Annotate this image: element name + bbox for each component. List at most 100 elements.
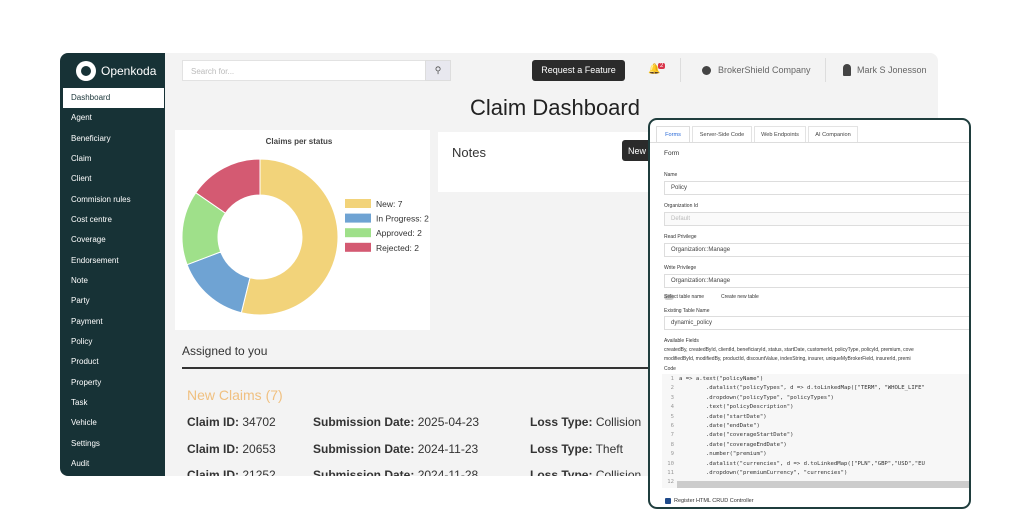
field-label: Code <box>664 366 676 372</box>
nav-item[interactable]: Cost centre <box>71 214 112 224</box>
legend-swatch <box>345 213 371 223</box>
code-line: .dropdown("premiumCurrency", "currencies… <box>679 470 848 476</box>
claim-field: Submission Date: 2024-11-23 <box>313 442 478 456</box>
line-number: 4 <box>670 404 674 411</box>
scrollbar[interactable] <box>677 481 969 488</box>
line-number: 12 <box>667 479 674 486</box>
nav-item[interactable]: Client <box>71 174 92 184</box>
nav-item[interactable]: Payment <box>71 316 103 326</box>
line-number: 7 <box>670 432 674 439</box>
code-line: a => a.text("policyName") <box>679 376 764 382</box>
nav-item[interactable]: Commision rules <box>71 194 131 204</box>
field-label: Loss Type: <box>530 415 593 429</box>
nav-item[interactable]: Vehicle <box>71 418 97 428</box>
legend-swatch <box>345 242 371 252</box>
field-input[interactable]: Default <box>664 212 969 226</box>
search-button[interactable]: ⚲ <box>425 60 451 81</box>
field-label: Write Privilege <box>664 265 697 271</box>
legend-label: Rejected: 2 <box>376 243 419 253</box>
claim-field: Claim ID: 21252 <box>187 468 276 476</box>
field-value: 34702 <box>242 415 276 429</box>
toggle-right-label: Create new table <box>721 294 759 300</box>
field-label: Claim ID: <box>187 468 240 476</box>
field-input[interactable]: Organization::Manage <box>664 243 969 257</box>
tab[interactable]: Server-Side Code <box>692 126 752 142</box>
nav-item[interactable]: Agent <box>71 113 92 123</box>
line-number: 2 <box>670 385 674 392</box>
nav-item[interactable]: Property <box>71 377 102 387</box>
line-number: 11 <box>667 470 674 476</box>
field-input[interactable]: Organization::Manage <box>664 274 969 288</box>
checkbox-label: Register HTML CRUD Controller <box>674 498 754 504</box>
logo-icon <box>76 61 96 81</box>
divider <box>680 58 681 82</box>
notes-card: Notes New <box>438 132 678 192</box>
nav-item[interactable]: Claim <box>71 153 92 163</box>
nav-item[interactable]: Party <box>71 296 90 306</box>
toggle[interactable] <box>664 294 674 300</box>
claim-field: Loss Type: Collision <box>530 468 641 476</box>
field-label: Submission Date: <box>313 415 415 429</box>
line-number: 10 <box>667 460 674 467</box>
field-value: Collision <box>595 415 642 429</box>
nav-item[interactable]: Settings <box>71 438 100 448</box>
company-name[interactable]: BrokerShield Company <box>718 65 811 75</box>
field-input[interactable]: Policy <box>664 181 969 195</box>
table-input[interactable]: dynamic_policy <box>664 316 969 330</box>
checkbox[interactable] <box>665 498 671 504</box>
tab[interactable]: AI Companion <box>808 126 858 142</box>
claim-field: Claim ID: 20653 <box>187 442 276 456</box>
code-line: .date("coverageEndDate") <box>679 441 787 448</box>
search-input[interactable]: Search for... <box>182 60 450 81</box>
nav-item[interactable]: Policy <box>71 336 93 346</box>
divider <box>825 58 826 82</box>
field-label: Loss Type: <box>530 441 593 456</box>
chart-card: Claims per status New: 7 In Progress: 2 App… <box>175 130 430 330</box>
chart: Claims per status New: 7 In Progress: 2 App… <box>181 137 429 316</box>
field-label: Loss Type: <box>530 468 593 476</box>
request-button[interactable]: Request a Feature <box>532 60 625 81</box>
available-fields: createdBy, createdById, clientId, benefi… <box>664 347 914 353</box>
code-line: .datalist("policyTypes", d => d.toLinked… <box>679 385 925 392</box>
code-line: .datalist("currencies", d => d.toLinkedM… <box>679 460 925 467</box>
line-number: 5 <box>670 413 674 420</box>
pie-slice <box>240 158 339 316</box>
field-label: Claim ID: <box>187 415 240 429</box>
user-name[interactable]: Mark S Jonesson <box>857 65 927 75</box>
tab[interactable]: Forms <box>656 126 690 142</box>
nav-item[interactable]: Beneficiary <box>71 133 111 143</box>
claim-field: Loss Type: Collision <box>530 415 641 429</box>
nav-item[interactable]: Product <box>71 357 99 367</box>
claim-field: Submission Date: 2025-04-23 <box>313 415 479 429</box>
code-line: .date("coverageStartDate") <box>679 432 794 439</box>
chart-title: Claims per status <box>266 137 333 146</box>
nav-item[interactable]: Note <box>71 275 88 285</box>
section-title: New Claims (7) <box>187 387 283 403</box>
field-value: 2025-04-23 <box>417 415 480 429</box>
user-icon <box>843 64 851 76</box>
tab[interactable]: Web Endpoints <box>754 126 806 142</box>
line-number: 9 <box>670 451 674 458</box>
field-label: Name <box>664 172 678 178</box>
field-label: Claim ID: <box>187 441 240 456</box>
code-line: .number("premium") <box>679 451 767 458</box>
nav-item[interactable]: Dashboard <box>63 88 164 108</box>
assigned-title: Assigned to you <box>182 344 268 358</box>
claim-field: Loss Type: Theft <box>530 442 623 456</box>
nav-item[interactable]: Endorsement <box>71 255 119 265</box>
notes-title: Notes <box>452 145 486 160</box>
claim-field: Submission Date: 2024-11-28 <box>313 468 478 476</box>
bell-icon[interactable]: 🔔 <box>648 64 661 75</box>
page-title: Claim Dashboard <box>470 95 640 120</box>
available-fields: modifiedById, modifiedBy, productId, dis… <box>664 356 911 362</box>
sidebar: Openkoda Dashboard Agent Beneficiary Claim C… <box>60 53 165 476</box>
field-value: 21252 <box>242 468 276 476</box>
nav-item[interactable]: Audit <box>71 458 90 468</box>
line-number: 3 <box>670 394 674 401</box>
legend-label: New: 7 <box>376 199 403 209</box>
nav-item[interactable]: Task <box>71 397 88 407</box>
code-editor[interactable]: 1 a => a.text("policyName") 2 .datalist("p… <box>662 374 969 488</box>
divider <box>182 367 662 369</box>
logo-text: Openkoda <box>101 64 157 78</box>
nav-item[interactable]: Coverage <box>71 235 106 245</box>
